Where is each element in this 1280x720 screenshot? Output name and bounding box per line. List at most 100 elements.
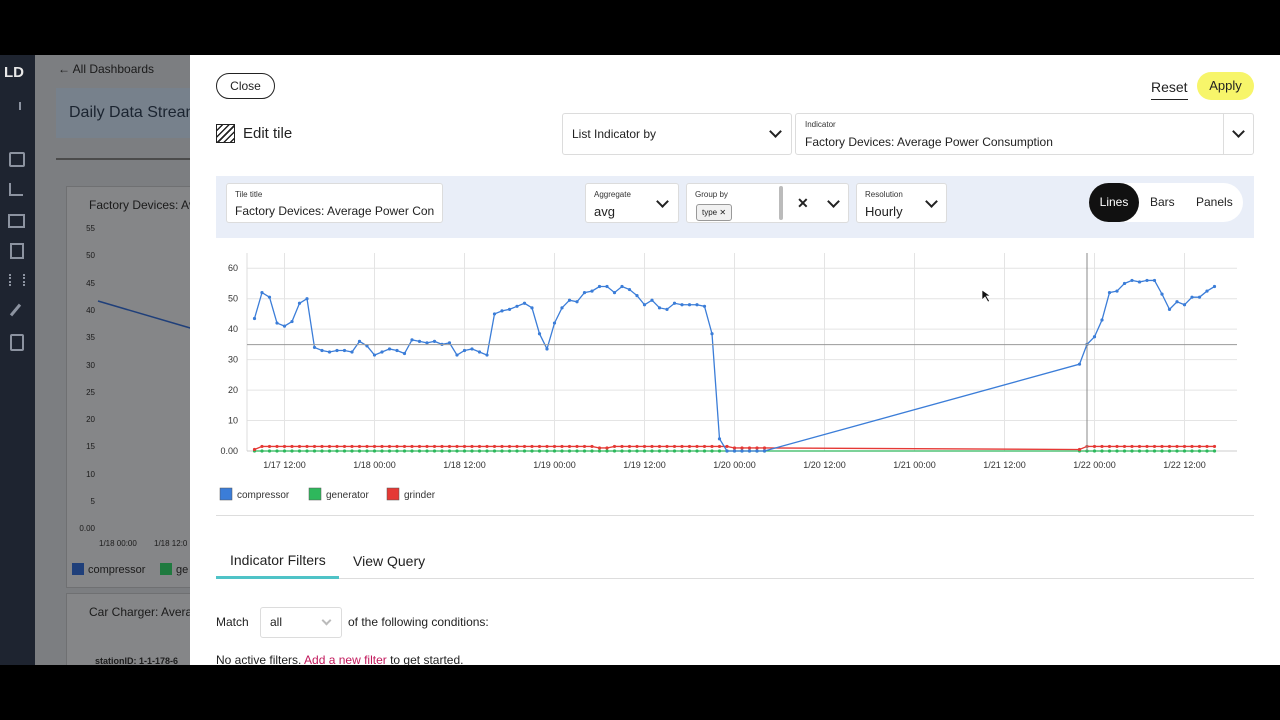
point: [327, 350, 332, 354]
close-button[interactable]: Close: [216, 73, 275, 99]
group-by-select[interactable]: Group by type ✕ ✕: [686, 183, 849, 223]
point: [1212, 444, 1217, 449]
point: [725, 449, 729, 453]
tile-legend: ge: [176, 564, 189, 576]
match-value: all: [270, 615, 283, 629]
nav-icon[interactable]: [9, 183, 23, 196]
view-panels[interactable]: Panels: [1196, 195, 1233, 209]
point: [1115, 444, 1119, 449]
point: [1122, 449, 1127, 453]
add-filter-link[interactable]: Add a new filter: [304, 653, 387, 665]
tile-line: [97, 300, 190, 329]
view-bars[interactable]: Bars: [1150, 195, 1175, 209]
point: [440, 449, 444, 453]
chip-text: type: [702, 208, 718, 217]
x-tick-label: 1/19 00:00: [533, 460, 576, 470]
point: [1137, 280, 1142, 284]
point: [260, 449, 264, 453]
field-label: Aggregate: [594, 190, 631, 199]
back-link-text: All Dashboards: [72, 62, 155, 76]
point: [755, 446, 759, 450]
point: [417, 449, 422, 453]
back-link[interactable]: ← All Dashboards: [58, 62, 155, 76]
reset-button[interactable]: Reset: [1151, 79, 1188, 100]
point: [650, 444, 654, 449]
tile-x-label: 1/18 00:00: [99, 539, 137, 548]
resolution-select[interactable]: Resolution Hourly: [856, 183, 947, 223]
nav-icon[interactable]: [10, 243, 24, 259]
point: [1205, 449, 1209, 453]
nav-icon[interactable]: [9, 274, 25, 286]
point: [590, 449, 594, 453]
tile-title-input[interactable]: Tile title Factory Devices: Average Powe…: [226, 183, 443, 223]
aggregate-select[interactable]: Aggregate avg: [585, 183, 679, 223]
point: [1100, 444, 1104, 449]
point: [432, 449, 437, 453]
point: [1107, 444, 1112, 449]
point: [1182, 303, 1187, 307]
y-tick-label: 40: [228, 324, 238, 334]
point: [1190, 295, 1194, 299]
indicator-value: Factory Devices: Average Power Consumpti…: [805, 135, 1053, 149]
point: [1130, 449, 1134, 453]
point: [320, 444, 324, 449]
point: [627, 287, 632, 292]
point: [282, 449, 287, 453]
title-bar: Daily Data Stream: [56, 88, 190, 138]
y-tick-label: 10: [228, 416, 238, 426]
point: [747, 449, 752, 453]
view-lines[interactable]: Lines: [1089, 183, 1139, 222]
nav-icon[interactable]: [9, 303, 22, 317]
chevron: [656, 195, 669, 208]
point: [267, 444, 272, 449]
point: [1182, 449, 1187, 453]
point: [372, 449, 377, 453]
tile-y-label: 25: [86, 387, 95, 397]
point: [537, 332, 542, 336]
point: [612, 444, 617, 449]
point: [290, 319, 294, 324]
chevron: [769, 125, 782, 138]
point: [290, 444, 294, 449]
point: [440, 444, 444, 449]
tab-active[interactable]: Indicator Filters: [230, 552, 326, 568]
point: [1190, 444, 1194, 449]
apply-button[interactable]: Apply: [1197, 72, 1254, 100]
point: [1100, 449, 1104, 453]
tile-y-label: 10: [86, 469, 95, 479]
x-tick-label: 1/21 12:00: [983, 460, 1026, 470]
point: [642, 444, 647, 449]
point: [642, 449, 647, 453]
point: [447, 449, 452, 453]
conditions-text: of the following conditions:: [348, 615, 489, 629]
point: [470, 347, 474, 351]
tab[interactable]: View Query: [353, 553, 426, 569]
point: [1160, 449, 1164, 453]
legend-label: compressor: [237, 490, 290, 501]
list-select[interactable]: List Indicator by: [562, 113, 792, 155]
point: [455, 353, 459, 357]
point: [582, 444, 587, 449]
series-line: [254, 445, 1215, 451]
nav-icon[interactable]: [9, 102, 21, 110]
point: [702, 304, 707, 308]
point: [1115, 289, 1119, 293]
point: [560, 449, 564, 453]
point: [365, 449, 369, 453]
indicator-select[interactable]: Indicator Factory Devices: Average Power…: [795, 113, 1254, 155]
point: [725, 444, 729, 449]
match-select[interactable]: all: [260, 607, 342, 638]
point: [680, 449, 684, 453]
clear-icon[interactable]: ✕: [797, 195, 809, 211]
chip[interactable]: type ✕: [696, 204, 733, 221]
point: [395, 348, 399, 353]
nav-icon[interactable]: [10, 334, 24, 351]
point: [732, 449, 737, 453]
point: [365, 444, 369, 449]
top-bar: [0, 0, 1280, 55]
nav-icon[interactable]: [8, 214, 25, 228]
nav-icon[interactable]: [9, 152, 25, 167]
tile-title-value: Factory Devices: Average Power Con: [235, 204, 435, 218]
point: [537, 444, 542, 449]
point: [695, 444, 699, 449]
